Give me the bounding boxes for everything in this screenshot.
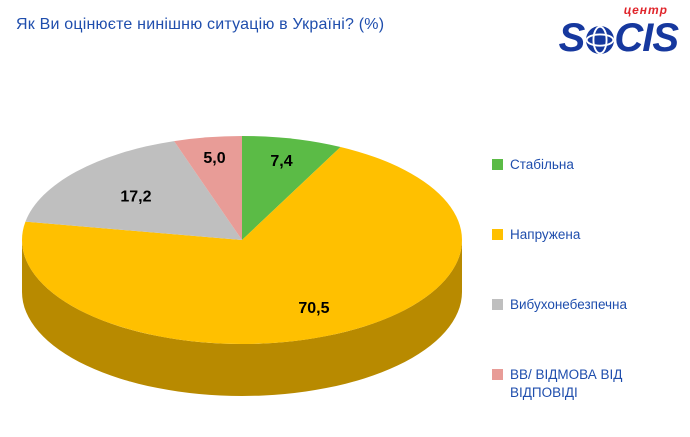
logo-wordmark: S CIS (558, 16, 679, 60)
logo-centr-label: центр (623, 3, 668, 17)
socis-logo: центр S CIS (558, 3, 679, 60)
legend-swatch (492, 228, 503, 240)
legend-item-1: Напружена (492, 226, 682, 244)
legend-label: Вибухонебезпечна (510, 296, 627, 312)
legend-swatch (492, 298, 503, 310)
legend-swatch (492, 368, 503, 380)
logo-letter-s: S (558, 16, 586, 60)
slice-value-label-0: 7,4 (270, 153, 292, 170)
legend-item-3: ВВ/ ВІДМОВА ВІД ВІДПОВІДІ (492, 366, 682, 402)
pie-slice-1 (21, 147, 462, 345)
logo-letters-cis: CIS (614, 16, 679, 60)
pie-slice-3 (174, 136, 242, 240)
legend-label: ВВ/ ВІДМОВА ВІД ВІДПОВІДІ (510, 366, 623, 400)
slice-value-label-2: 17,2 (120, 188, 151, 205)
slice-value-label-3: 5,0 (203, 150, 225, 167)
globe-icon (586, 25, 615, 54)
slice-value-label-1: 70,5 (298, 300, 329, 317)
pie-slice-2 (25, 141, 243, 240)
legend-label: Напружена (510, 226, 581, 242)
legend: Стабільна Напружена Вибухонебезпечна ВВ/ ВІ… (492, 156, 682, 402)
pie-slice-0 (242, 136, 341, 240)
legend-label: Стабільна (510, 157, 574, 172)
legend-item-0: Стабільна (492, 156, 682, 174)
legend-item-2: Вибухонебезпечна (492, 296, 682, 314)
chart-title: Як Ви оцінюєте нинішню ситуацію в Україн… (16, 16, 385, 33)
pie-side-1 (22, 240, 462, 396)
legend-swatch (492, 159, 503, 170)
